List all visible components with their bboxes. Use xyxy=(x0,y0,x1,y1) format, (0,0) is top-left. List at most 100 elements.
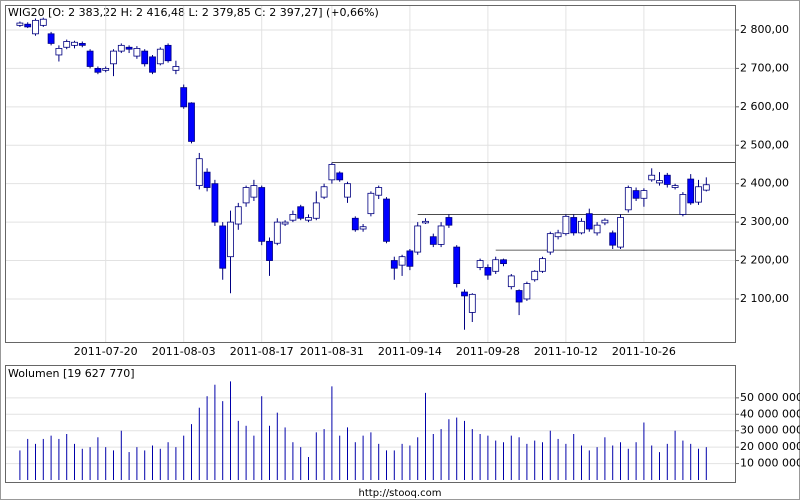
candle-body xyxy=(234,206,242,225)
candle-body xyxy=(164,44,172,62)
candle-body xyxy=(468,293,476,313)
candle-body xyxy=(312,202,320,219)
candle-body xyxy=(687,178,695,204)
candle-body xyxy=(656,180,663,184)
candle-body xyxy=(554,232,562,238)
y-tick-label: 40 000 000 xyxy=(740,407,800,420)
candle-body xyxy=(539,258,546,272)
x-tick-label: 2011-08-31 xyxy=(300,345,364,358)
candle-body xyxy=(125,46,133,50)
candle-body xyxy=(679,194,687,215)
y-tick-label: 10 000 000 xyxy=(740,457,800,470)
candle-body xyxy=(117,44,125,52)
candle-body xyxy=(351,217,359,231)
candle-body xyxy=(133,48,141,57)
candle-body xyxy=(445,217,453,226)
candle-body xyxy=(180,87,188,108)
x-tick-label: 2011-08-17 xyxy=(230,345,294,358)
candle-body xyxy=(390,260,398,269)
y-tick-label: 30 000 000 xyxy=(740,424,800,437)
chart-title: WIG20 [O: 2 383,22 H: 2 416,48 L: 2 379,… xyxy=(8,6,379,19)
candle-body xyxy=(422,220,429,224)
candle-body xyxy=(172,66,180,71)
candle-body xyxy=(531,270,539,281)
candle-body xyxy=(601,219,609,224)
candle-body xyxy=(305,217,312,221)
candle-body xyxy=(78,43,86,46)
candle-body xyxy=(211,183,219,223)
candle-body xyxy=(188,102,195,142)
candle-body xyxy=(515,290,523,303)
candle-body xyxy=(640,190,648,199)
candle-body xyxy=(671,185,679,188)
candle-body xyxy=(476,260,484,268)
y-tick-label: 2 400,00 xyxy=(740,177,789,190)
candle-body xyxy=(266,240,273,261)
y-tick-label: 2 200,00 xyxy=(740,254,789,267)
candle-body xyxy=(102,68,110,71)
candle-body xyxy=(24,23,32,28)
candle-body xyxy=(617,217,624,248)
candle-body xyxy=(258,187,266,242)
candle-body xyxy=(453,246,461,284)
x-tick-label: 2011-10-26 xyxy=(612,345,676,358)
candle-body xyxy=(32,19,39,35)
candle-body xyxy=(47,33,55,44)
y-tick-label: 50 000 000 xyxy=(740,391,800,404)
candle-body xyxy=(578,220,585,234)
y-tick-label: 2 600,00 xyxy=(740,100,789,113)
candle-body xyxy=(203,171,211,188)
candle-body xyxy=(336,172,344,181)
candle-body xyxy=(219,225,227,269)
x-tick-label: 2011-09-28 xyxy=(456,345,520,358)
candle-body xyxy=(71,41,78,46)
candle-body xyxy=(227,221,234,258)
candle-body xyxy=(16,22,24,26)
candle-body xyxy=(289,214,297,221)
candle-body xyxy=(437,225,445,245)
y-tick-label: 2 800,00 xyxy=(740,23,789,36)
y-tick-label: 2 100,00 xyxy=(740,292,789,305)
y-tick-label: 20 000 000 xyxy=(740,440,800,453)
candle-body xyxy=(383,198,390,242)
candle-body xyxy=(484,267,492,276)
candle-body xyxy=(702,184,710,191)
candle-body xyxy=(414,225,422,253)
price-panel xyxy=(5,5,736,343)
x-tick-label: 2011-07-20 xyxy=(74,345,138,358)
candle-body xyxy=(242,187,250,204)
candle-body xyxy=(281,221,289,225)
x-tick-label: 2011-10-12 xyxy=(534,345,598,358)
candle-body xyxy=(320,186,328,198)
x-tick-label: 2011-08-03 xyxy=(152,345,216,358)
footer: http://stooq.com xyxy=(359,488,442,499)
candle-body xyxy=(55,48,63,56)
candle-body xyxy=(523,283,531,300)
x-tick-label: 2011-09-14 xyxy=(378,345,442,358)
candle-body xyxy=(156,48,164,65)
candle-body xyxy=(297,206,305,219)
y-tick-label: 2 300,00 xyxy=(740,215,789,228)
candle-body xyxy=(593,224,601,234)
candle-body xyxy=(344,183,351,198)
candle-body xyxy=(500,259,507,265)
candle-body xyxy=(149,56,156,73)
candle-body xyxy=(141,50,149,65)
candle-body xyxy=(663,174,671,185)
candle-body xyxy=(546,233,554,253)
candle-body xyxy=(585,213,593,230)
y-tick-label: 2 500,00 xyxy=(740,138,789,151)
volume-panel xyxy=(5,365,736,483)
candle-body xyxy=(570,217,578,234)
volume-title: Wolumen [19 627 770] xyxy=(8,367,135,380)
candle-body xyxy=(250,185,258,198)
y-tick-label: 2 700,00 xyxy=(740,61,789,74)
candle-body xyxy=(624,187,632,211)
candle-body xyxy=(429,236,437,245)
candle-body xyxy=(110,50,117,65)
candle-body xyxy=(63,41,71,48)
candle-body xyxy=(367,192,375,215)
candle-body xyxy=(328,164,336,181)
candle-body xyxy=(359,226,367,230)
